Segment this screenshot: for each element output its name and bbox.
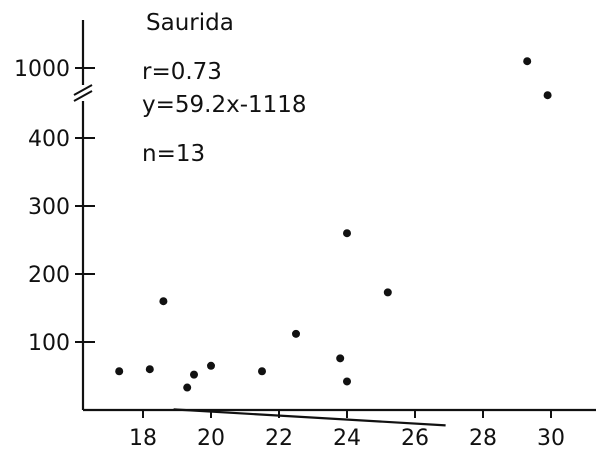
data-point-7 xyxy=(258,367,266,376)
data-point-8 xyxy=(292,329,300,338)
species-label: Saurida xyxy=(146,10,234,36)
data-point-3 xyxy=(159,297,168,306)
data-point-12 xyxy=(383,288,392,297)
axis-break-mark-1 xyxy=(73,84,93,96)
annotation-block: Saurida r=0.73 y=59.2x-1118 n=13 xyxy=(142,10,307,167)
data-point-6 xyxy=(207,361,215,370)
sample-size-label: n=13 xyxy=(142,141,205,167)
x-tick-label-30: 30 xyxy=(537,426,565,451)
data-point-4 xyxy=(183,383,192,392)
data-points xyxy=(115,57,552,392)
data-point-5 xyxy=(190,370,198,379)
x-tick-label-20: 20 xyxy=(197,426,225,451)
y-tick-label-100: 100 xyxy=(28,331,70,356)
data-point-11 xyxy=(343,229,351,238)
y-tick-label-400: 400 xyxy=(28,127,70,152)
data-point-1 xyxy=(115,367,124,376)
x-tick-label-28: 28 xyxy=(469,426,497,451)
axes xyxy=(73,20,596,412)
data-point-9 xyxy=(336,354,345,363)
y-tick-label-300: 300 xyxy=(28,195,70,220)
data-point-10 xyxy=(343,377,351,386)
ticks: 18 20 22 24 26 28 30 100 200 300 400 1000 xyxy=(14,57,565,451)
data-point-14 xyxy=(543,91,552,100)
axis-break-mark-2 xyxy=(73,90,93,102)
data-point-13 xyxy=(523,57,532,66)
x-tick-label-18: 18 xyxy=(129,426,157,451)
equation-label: y=59.2x-1118 xyxy=(142,92,307,118)
y-tick-label-200: 200 xyxy=(28,263,70,288)
data-point-2 xyxy=(145,365,154,374)
regression-line-group xyxy=(173,408,446,427)
regression-line xyxy=(173,408,446,427)
correlation-label: r=0.73 xyxy=(142,59,222,85)
x-tick-label-26: 26 xyxy=(401,426,429,451)
x-tick-label-22: 22 xyxy=(265,426,293,451)
x-tick-label-24: 24 xyxy=(333,426,361,451)
y-tick-label-1000: 1000 xyxy=(14,57,70,82)
